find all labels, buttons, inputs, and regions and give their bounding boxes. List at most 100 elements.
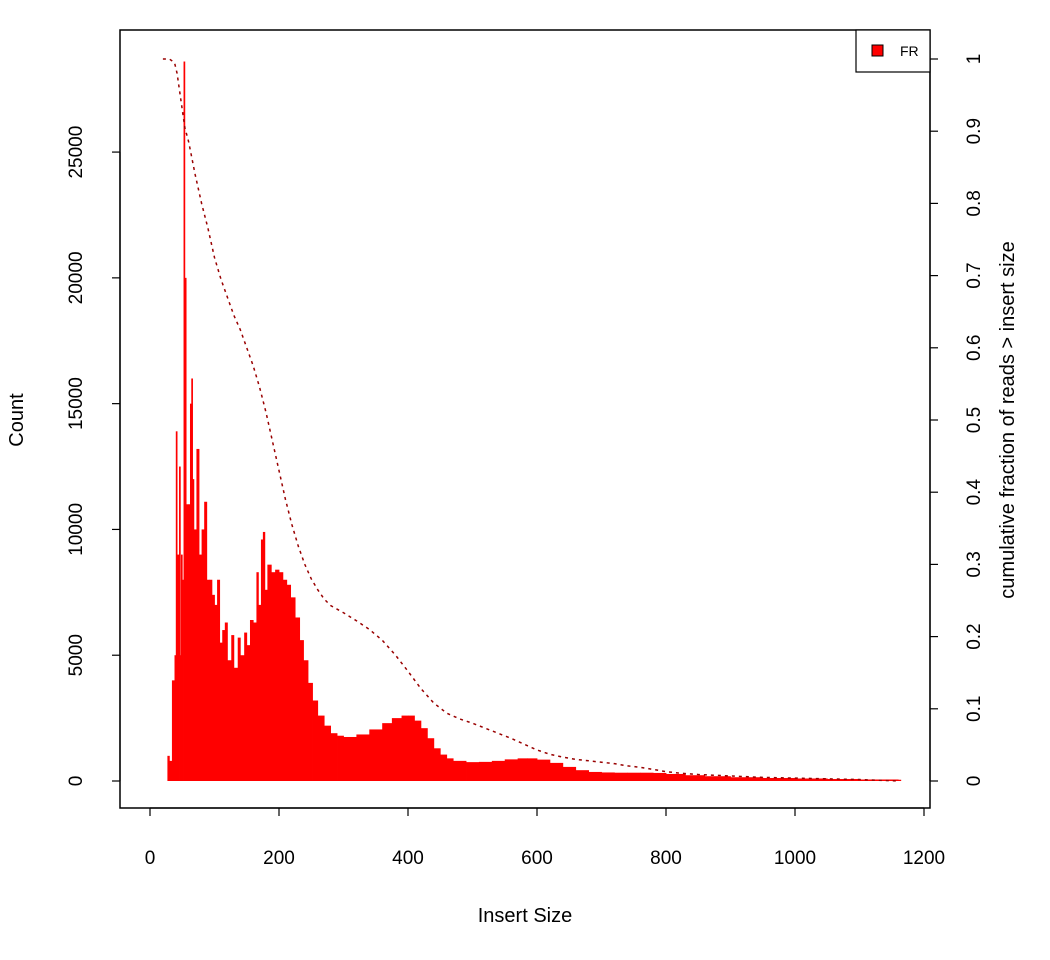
x-tick-label: 600 [521, 848, 553, 869]
histogram-bar [343, 736, 357, 781]
histogram-bar [233, 667, 239, 781]
histogram-bar [575, 770, 589, 781]
histogram-bar [171, 680, 175, 781]
histogram-bar [453, 760, 467, 781]
legend-swatch-fr [871, 44, 884, 57]
y2-tick-label: 0.2 [964, 623, 985, 649]
histogram-bar [169, 760, 173, 781]
y2-tick-label: 0.3 [964, 551, 985, 577]
histogram-bar [420, 728, 428, 781]
y-tick-label: 10000 [66, 503, 87, 556]
y-tick-label: 20000 [66, 251, 87, 304]
histogram-bar [795, 778, 828, 781]
histogram-bar [527, 758, 538, 781]
histogram-bar [440, 754, 448, 781]
y2-tick-label: 0.9 [964, 118, 985, 144]
histogram-bar [180, 554, 183, 781]
histogram-bar [491, 760, 506, 781]
histogram-bar [240, 655, 245, 781]
histogram-bar [199, 554, 202, 781]
cumulative-fraction-line [162, 58, 899, 782]
histogram-bar [286, 584, 292, 781]
legend-box [855, 29, 931, 73]
histogram-bar [196, 448, 200, 781]
histogram-bar [237, 637, 241, 781]
histogram-bar [180, 655, 182, 781]
x-tick-label: 0 [145, 848, 156, 869]
histogram-bar [282, 579, 288, 781]
y2-tick-label: 0.4 [964, 479, 985, 506]
histogram-bar [186, 504, 190, 781]
y-tick-label: 5000 [66, 634, 87, 676]
histogram-bar [175, 431, 178, 781]
histogram-bar [562, 766, 577, 781]
histogram-bar [337, 735, 344, 781]
histogram-bar [231, 635, 235, 781]
histogram-bars [167, 61, 902, 781]
histogram-bar [262, 531, 266, 781]
histogram-bar [177, 554, 180, 781]
histogram-bar [271, 572, 276, 781]
histogram-bar [446, 758, 454, 781]
y-tick-label: 25000 [66, 126, 87, 179]
x-tick-label: 800 [650, 848, 682, 869]
histogram-bar [206, 579, 210, 781]
histogram-bar [408, 715, 415, 781]
histogram-bar [184, 277, 187, 781]
histogram-bar [517, 758, 528, 781]
histogram-bar [466, 762, 480, 781]
histogram-bar [601, 772, 615, 781]
histogram-bar [167, 755, 170, 781]
x-axis: 0 200 400 600 800 1000 1200 [145, 807, 945, 869]
histogram-bar [201, 529, 205, 781]
x-tick-label: 400 [392, 848, 424, 869]
histogram-bar [174, 655, 177, 781]
histogram-bar [253, 622, 257, 781]
histogram-bar [640, 772, 654, 781]
histogram-bar [356, 734, 370, 781]
y-axis-left: 0 5000 10000 15000 20000 25000 [66, 126, 121, 786]
histogram-bar [898, 779, 902, 781]
histogram-bar [204, 501, 208, 781]
histogram-bar [209, 579, 213, 781]
y2-tick-label: 0.7 [964, 262, 985, 288]
histogram-bar [433, 748, 441, 781]
histogram-bar [183, 61, 186, 781]
histogram-bar [299, 640, 304, 781]
histogram-bar [762, 777, 796, 781]
histogram-bar [614, 772, 628, 781]
histogram-bar [244, 632, 248, 781]
histogram-bar [303, 660, 309, 781]
histogram-bar [391, 718, 402, 781]
histogram-bar [249, 620, 254, 781]
histogram-bar [219, 642, 223, 781]
histogram-bar [730, 777, 764, 781]
histogram-bar [317, 715, 325, 781]
legend: FR [855, 29, 931, 73]
y2-tick-label: 1 [964, 54, 985, 65]
y-axis-right: 0 0.1 0.2 0.3 0.4 0.5 0.6 0.7 0.8 0.9 1 [929, 54, 985, 786]
histogram-bar [217, 579, 221, 781]
histogram-bar [267, 564, 272, 781]
histogram-bar [537, 759, 551, 781]
histogram-bar [258, 604, 262, 781]
histogram-bar [290, 597, 296, 781]
histogram-bar [211, 594, 215, 781]
histogram-bar [653, 772, 667, 781]
histogram-bar [275, 569, 280, 781]
histogram-bar [214, 604, 218, 781]
histogram-bar [478, 761, 493, 781]
histogram-bar [369, 729, 383, 781]
histogram-bar [382, 723, 393, 781]
histogram-bar [627, 772, 641, 781]
legend-label-fr: FR [900, 43, 919, 59]
histogram-bar [246, 645, 251, 781]
histogram-bar [549, 762, 564, 781]
histogram-bar [182, 579, 184, 781]
histogram-bar [260, 539, 264, 781]
histogram-bar [324, 725, 331, 781]
histogram-bar [264, 589, 268, 781]
histogram-bar [588, 771, 602, 781]
histogram-bar [685, 775, 706, 781]
